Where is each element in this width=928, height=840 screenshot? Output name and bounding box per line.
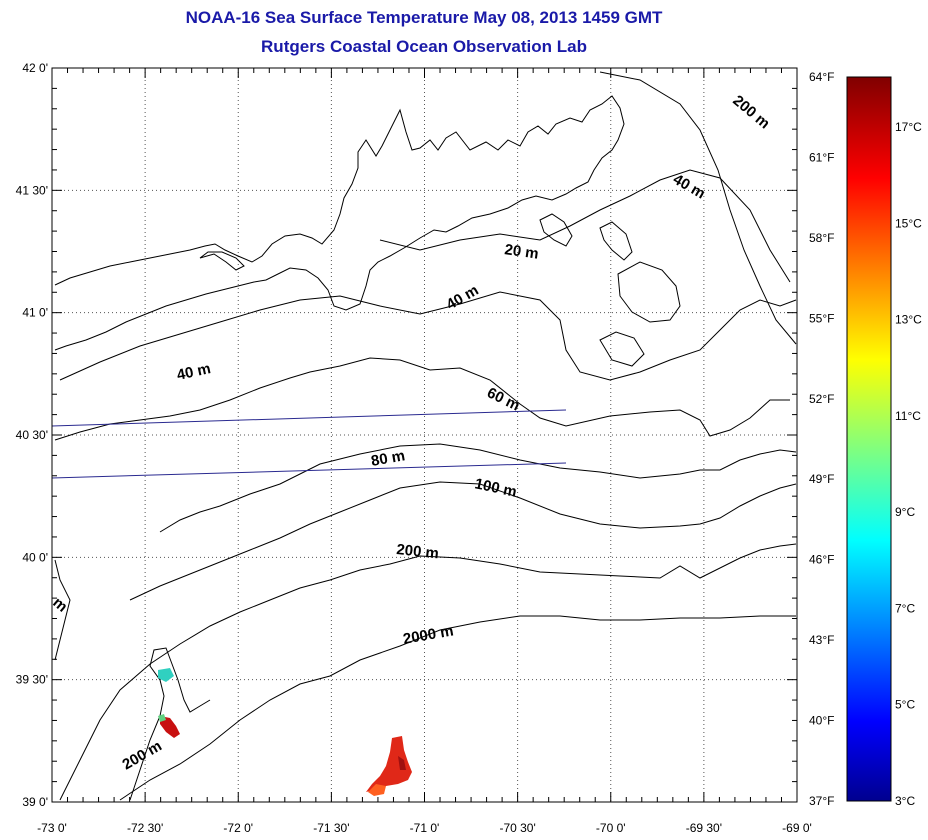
contour-label: 2000 m xyxy=(402,622,455,648)
colorbar-c-label: 15°C xyxy=(895,216,922,230)
colorbar-f-label: 52°F xyxy=(809,392,834,406)
lon-label: -73 0' xyxy=(37,821,67,835)
contour-labels: 200 m 40 m 20 m 40 m 40 m 60 m 80 m 100 m 200 m 2… xyxy=(49,92,773,773)
lon-label: -72 30' xyxy=(127,821,163,835)
colorbar-f-label: 61°F xyxy=(809,150,834,164)
colorbar-f-label: 37°F xyxy=(809,794,834,808)
contour-label: 20 m xyxy=(503,241,539,263)
contour-40m-north xyxy=(59,291,797,381)
contour-40m-east xyxy=(599,71,797,345)
sst-pixels xyxy=(158,668,412,796)
lat-label: 40 30' xyxy=(16,428,48,442)
lat-label: 41 0' xyxy=(22,306,48,320)
latitude-axis: 42 0' 41 30' 41 0' 40 30' 40 0' 39 30' 39 0' xyxy=(16,61,48,809)
lat-label: 42 0' xyxy=(22,61,48,75)
colorbar-f-label: 43°F xyxy=(809,633,834,647)
longitude-axis: -73 0' -72 30' -72 0' -71 30' -71 0' -70 30' -… xyxy=(37,821,812,835)
coastline xyxy=(54,95,625,351)
lon-label: -69 30' xyxy=(686,821,722,835)
colorbar-c-label: 5°C xyxy=(895,698,915,712)
colorbar-c-label: 3°C xyxy=(895,794,915,808)
contour-west-edge xyxy=(54,559,71,661)
contour-label: 200 m xyxy=(120,737,165,773)
lon-label: -70 30' xyxy=(499,821,535,835)
track-line xyxy=(51,462,567,479)
contour-label: 40 m xyxy=(175,360,212,384)
graticule xyxy=(52,68,797,802)
contour-20m xyxy=(379,169,791,283)
colorbar xyxy=(846,76,892,802)
colorbar-f-label: 64°F xyxy=(809,70,834,84)
colorbar-f-label: 49°F xyxy=(809,472,834,486)
colorbar-f-label: 46°F xyxy=(809,553,834,567)
sst-patch-west xyxy=(160,716,180,738)
map-subtitle: Rutgers Coastal Ocean Observation Lab xyxy=(261,37,587,56)
contour-label: 60 m xyxy=(484,384,522,414)
satellite-tracks xyxy=(51,409,567,479)
contour-label: 40 m xyxy=(670,171,708,203)
contour-label: 40 m xyxy=(444,282,482,314)
lat-label: 39 0' xyxy=(22,795,48,809)
colorbar-c-label: 11°C xyxy=(895,409,921,423)
contour-label: 200 m xyxy=(396,541,440,562)
lon-label: -72 0' xyxy=(223,821,253,835)
contour-60m xyxy=(54,357,790,441)
lat-label: 39 30' xyxy=(16,673,48,687)
contour-2000m xyxy=(119,615,796,801)
colorbar-f-label: 40°F xyxy=(809,714,834,728)
lon-label: -71 30' xyxy=(313,821,349,835)
islands xyxy=(199,213,681,367)
contour-80m xyxy=(159,443,797,533)
lon-label: -70 0' xyxy=(596,821,626,835)
track-line xyxy=(51,409,567,427)
colorbar-c-label: 9°C xyxy=(895,505,915,519)
colorbar-f-label: 55°F xyxy=(809,311,834,325)
sst-patch-west-small xyxy=(158,668,174,682)
colorbar-celsius-labels: 17°C 15°C 13°C 11°C 9°C 7°C 5°C 3°C xyxy=(895,120,922,808)
right-axis-ticks xyxy=(51,67,798,803)
colorbar-c-label: 17°C xyxy=(895,120,922,134)
lon-label: -71 0' xyxy=(410,821,440,835)
depth-contours xyxy=(54,71,797,801)
colorbar-fahrenheit-labels: 64°F 61°F 58°F 55°F 52°F 49°F 46°F 43°F 40°F 37°F xyxy=(809,70,834,808)
contour-label: 80 m xyxy=(370,447,407,470)
colorbar-c-label: 7°C xyxy=(895,601,915,615)
contour-200m xyxy=(59,543,797,801)
contour-100m xyxy=(129,481,797,601)
colorbar-c-label: 13°C xyxy=(895,313,922,327)
lat-label: 40 0' xyxy=(22,550,48,564)
map-title: NOAA-16 Sea Surface Temperature May 08, … xyxy=(185,8,663,27)
contour-label: 100 m xyxy=(473,475,518,500)
contour-200m-west xyxy=(129,647,211,801)
sst-patch-south xyxy=(366,736,412,792)
contour-label: 200 m xyxy=(729,92,773,132)
colorbar-f-label: 58°F xyxy=(809,231,834,245)
lon-label: -69 0' xyxy=(782,821,812,835)
lat-label: 41 30' xyxy=(16,183,48,197)
